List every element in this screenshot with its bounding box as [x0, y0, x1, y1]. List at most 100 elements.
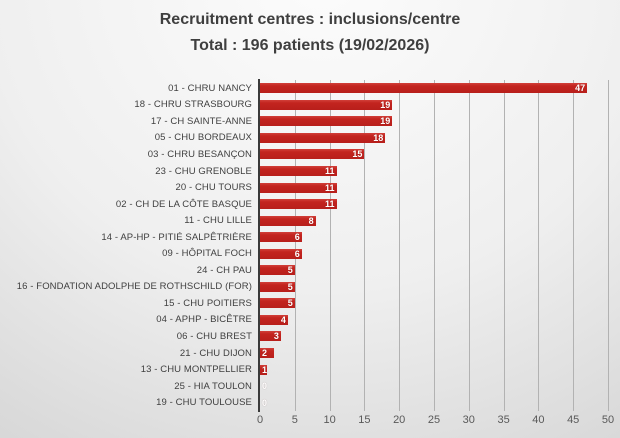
- bar-row: 11 - CHU LILLE 8: [0, 212, 608, 229]
- value-label: 6: [294, 232, 300, 243]
- category-label: 24 - CH PAU: [196, 264, 252, 276]
- value-label: 19: [380, 116, 391, 127]
- bar-row: 25 - HIA TOULON 0: [0, 378, 608, 395]
- bar-row: 02 - CH DE LA CÔTE BASQUE 11: [0, 196, 608, 213]
- value-label: 3: [273, 331, 279, 342]
- category-label: 23 - CHU GRENOBLE: [155, 165, 252, 177]
- category-label: 14 - AP-HP - PITIÉ SALPÊTRIÈRE: [101, 231, 252, 243]
- category-label: 25 - HIA TOULON: [174, 380, 252, 392]
- bar-row: 20 - CHU TOURS 11: [0, 179, 608, 196]
- category-label: 18 - CHRU STRASBOURG: [134, 99, 252, 111]
- bar-row: 03 - CHRU BESANÇON 15: [0, 146, 608, 163]
- bar: [260, 314, 288, 325]
- bar-track: 4: [260, 314, 608, 325]
- category-label: 13 - CHU MONTPELLIER: [140, 364, 252, 376]
- x-tick-label: 40: [532, 414, 545, 426]
- bar: [260, 99, 393, 110]
- bar-track: 47: [260, 83, 608, 94]
- value-label: 5: [287, 281, 293, 292]
- plot-area: [260, 80, 609, 411]
- value-label: 19: [380, 99, 391, 110]
- bar-track: 6: [260, 232, 608, 243]
- bar: [260, 331, 281, 342]
- bar-track: 19: [260, 116, 608, 127]
- bar-row: 06 - CHU BREST 3: [0, 328, 608, 345]
- x-tick-label: 20: [393, 414, 406, 426]
- value-label: 47: [575, 83, 586, 94]
- category-label: 20 - CHU TOURS: [175, 182, 252, 194]
- gridline-10: [329, 80, 331, 411]
- bar: [260, 132, 386, 143]
- category-label: 04 - APHP - BICÊTRE: [156, 314, 252, 326]
- bar-row: 23 - CHU GRENOBLE 11: [0, 163, 608, 180]
- x-tick-label: 25: [427, 414, 441, 426]
- gridline-45: [573, 80, 575, 411]
- bar-row: 05 - CHU BORDEAUX 18: [0, 130, 608, 147]
- bar: [260, 166, 337, 176]
- value-label: 11: [325, 199, 335, 210]
- bar: [260, 215, 316, 226]
- bar-track: 11: [260, 182, 608, 193]
- bar-track: 6: [260, 248, 608, 259]
- value-label: 11: [325, 182, 335, 193]
- value-label: 0: [262, 381, 268, 392]
- value-label: 15: [352, 149, 363, 160]
- bar: [260, 116, 393, 127]
- bar: [260, 149, 365, 160]
- gridline-25: [434, 80, 435, 411]
- bar-row: 01 - CHRU NANCY 47: [0, 80, 608, 97]
- bar-track: 2: [260, 348, 608, 359]
- value-label: 2: [262, 348, 268, 359]
- category-label: 01 - CHRU NANCY: [168, 82, 252, 94]
- bar-row: 19 - CHU TOULOUSE 0: [0, 394, 608, 411]
- category-label: 03 - CHRU BESANÇON: [147, 148, 252, 160]
- category-label: 05 - CHU BORDEAUX: [154, 132, 252, 144]
- bar-row: 15 - CHU POITIERS 5: [0, 295, 608, 312]
- value-label: 8: [308, 215, 314, 226]
- x-tick-label: 5: [291, 414, 298, 426]
- x-tick-label: 0: [256, 414, 264, 426]
- category-label: 11 - CHU LILLE: [184, 215, 252, 227]
- x-tick-label: 15: [358, 414, 371, 426]
- value-label: 6: [294, 248, 300, 259]
- value-label: 0: [262, 397, 268, 408]
- chart-title-line1: Recruitment centres : inclusions/centre: [159, 11, 461, 28]
- category-label: 09 - HÔPITAL FOCH: [162, 248, 252, 260]
- x-tick-label: 35: [497, 414, 510, 426]
- bar: [260, 83, 588, 94]
- bar: [260, 348, 274, 359]
- bar: [260, 199, 337, 210]
- bar-track: 3: [260, 331, 608, 342]
- bar-track: 18: [260, 132, 608, 143]
- x-tick-label: 45: [567, 414, 580, 426]
- bar-row: 14 - AP-HP - PITIÉ SALPÊTRIÈRE 6: [0, 229, 608, 246]
- value-label: 4: [280, 314, 286, 325]
- bar: [260, 232, 302, 243]
- bar: [260, 298, 295, 309]
- bar-row: 09 - HÔPITAL FOCH 6: [0, 245, 608, 262]
- bar-rows: 01 - CHRU NANCY 47 18 - CHRU STRASBOURG 19 1…: [0, 80, 608, 411]
- gridline-30: [468, 80, 470, 411]
- chart-title: Recruitment centres : inclusions/centre …: [0, 7, 620, 59]
- bar-row: 16 - FONDATION ADOLPHE DE ROTHSCHILD (FO…: [0, 279, 608, 296]
- bar-row: 17 - CH SAINTE-ANNE 19: [0, 113, 608, 130]
- y-axis-line: [257, 79, 260, 412]
- category-label: 19 - CHU TOULOUSE: [156, 397, 252, 409]
- bar-track: 5: [260, 265, 608, 276]
- bar-track: 15: [260, 149, 608, 160]
- x-tick-label: 50: [601, 414, 615, 426]
- bar-track: 11: [260, 199, 608, 210]
- gridline-5: [294, 80, 296, 411]
- category-label: 21 - CHU DIJON: [179, 347, 252, 359]
- category-label: 06 - CHU BREST: [176, 330, 252, 342]
- bar-track: 0: [260, 381, 608, 391]
- gridline-50: [608, 80, 609, 411]
- category-label: 02 - CH DE LA CÔTE BASQUE: [115, 198, 252, 210]
- bar-row: 13 - CHU MONTPELLIER 1: [0, 361, 608, 378]
- x-tick-label: 30: [462, 414, 475, 426]
- chart-title-line2: Total : 196 patients (19/02/2026): [190, 37, 430, 54]
- bar-track: 0: [260, 398, 608, 408]
- bar: [260, 364, 267, 375]
- value-label: 5: [287, 265, 293, 276]
